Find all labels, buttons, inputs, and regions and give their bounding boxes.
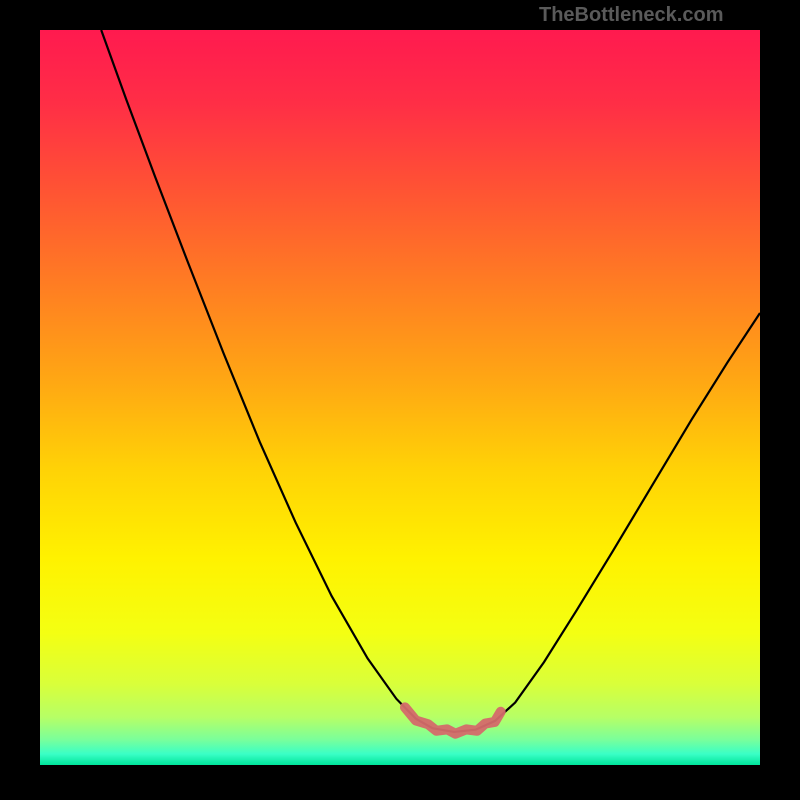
branding-watermark: TheBottleneck.com: [539, 4, 723, 27]
gradient-background: [40, 30, 760, 765]
chart-svg: [40, 30, 760, 765]
plot-area: [40, 30, 760, 765]
